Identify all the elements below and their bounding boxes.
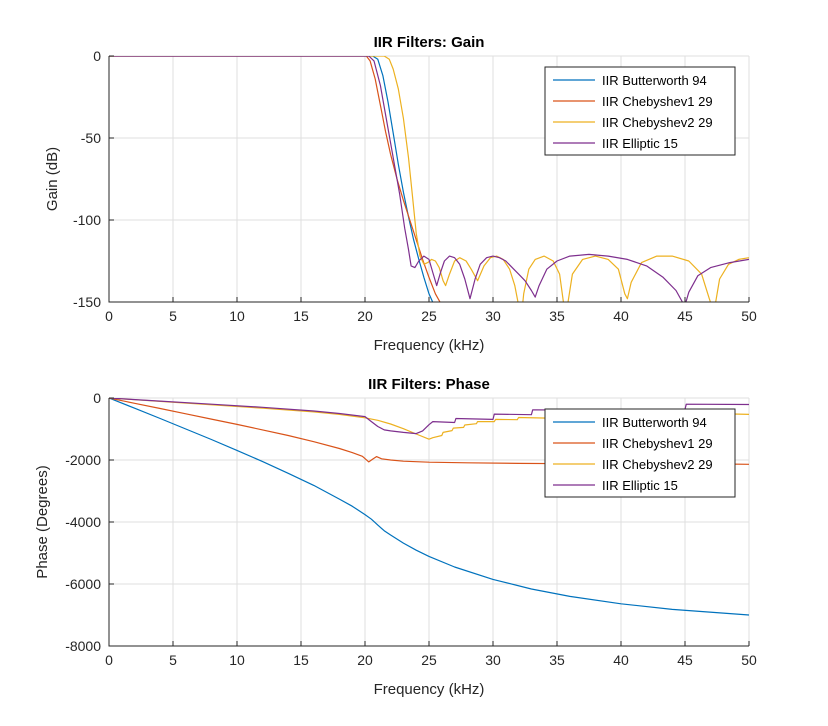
phase-y-tick-label: -2000 — [65, 452, 101, 468]
gain-series-line-3 — [109, 56, 749, 302]
phase-x-tick-label: 0 — [105, 652, 113, 668]
phase-legend: IIR Butterworth 94 IIR Chebyshev1 29 IIR C… — [544, 408, 736, 498]
gain-legend-box — [544, 66, 736, 156]
gain-x-tick-label: 0 — [105, 308, 113, 324]
phase-x-axis-label: Frequency (kHz) — [374, 681, 485, 698]
phase-chart-title: IIR Filters: Phase — [368, 376, 490, 393]
phase-series-line-1 — [109, 398, 749, 616]
gain-series-line-2 — [109, 56, 441, 302]
phase-legend-label: IIR Chebyshev1 29 — [602, 436, 713, 451]
phase-x-tick-label: 20 — [357, 652, 373, 668]
gain-axes: 0 5 10 15 20 25 30 35 40 45 50 0 -50 -100 -150 — [73, 48, 757, 324]
phase-y-axis-label: Phase (Degrees) — [34, 465, 51, 578]
gain-x-tick-label: 50 — [741, 308, 757, 324]
gain-y-tick-label: -150 — [73, 294, 101, 310]
gain-legend: IIR Butterworth 94 IIR Chebyshev1 29 IIR C… — [544, 66, 736, 156]
phase-x-tick-label: 10 — [229, 652, 245, 668]
phase-x-tick-label: 40 — [613, 652, 629, 668]
gain-series-line-1 — [109, 56, 434, 302]
gain-legend-label: IIR Chebyshev1 29 — [602, 94, 713, 109]
gain-series — [109, 56, 749, 302]
gain-x-tick-label: 40 — [613, 308, 629, 324]
gain-x-tick-label: 20 — [357, 308, 373, 324]
gain-x-tick-label: 25 — [421, 308, 437, 324]
phase-y-tick-label: 0 — [93, 390, 101, 406]
gain-x-tick-label: 45 — [677, 308, 693, 324]
gain-x-tick-label: 5 — [169, 308, 177, 324]
gain-x-tick-label: 30 — [485, 308, 501, 324]
phase-x-tick-label: 30 — [485, 652, 501, 668]
phase-x-tick-label: 15 — [293, 652, 309, 668]
gain-legend-label: IIR Elliptic 15 — [602, 136, 678, 151]
gain-legend-label: IIR Butterworth 94 — [602, 73, 707, 88]
phase-x-tick-label: 5 — [169, 652, 177, 668]
gain-x-axis-label: Frequency (kHz) — [374, 337, 485, 354]
gain-y-tick-label: 0 — [93, 48, 101, 64]
gain-y-tick-label: -50 — [81, 130, 101, 146]
phase-axes: 0 5 10 15 20 25 30 35 40 45 50 0 -2000 -4000 -6000 -800… — [65, 390, 757, 668]
phase-legend-box — [544, 408, 736, 498]
gain-x-tick-label: 35 — [549, 308, 565, 324]
phase-y-tick-label: -8000 — [65, 638, 101, 654]
phase-legend-label: IIR Chebyshev2 29 — [602, 457, 713, 472]
phase-x-tick-label: 35 — [549, 652, 565, 668]
phase-x-tick-label: 50 — [741, 652, 757, 668]
gain-legend-label: IIR Chebyshev2 29 — [602, 115, 713, 130]
phase-x-tick-label: 25 — [421, 652, 437, 668]
gain-y-tick-label: -100 — [73, 212, 101, 228]
gain-chart: IIR Filters: Gain 0 5 10 15 20 25 30 35 40 45 500-… — [44, 34, 757, 354]
phase-y-tick-label: -4000 — [65, 514, 101, 530]
phase-legend-label: IIR Butterworth 94 — [602, 415, 707, 430]
phase-x-tick-label: 45 — [677, 652, 693, 668]
phase-chart: IIR Filters: Phase 0 5 10 15 20 25 30 35 40 45 500… — [34, 376, 757, 698]
gain-series-line-4 — [109, 56, 749, 302]
phase-legend-label: IIR Elliptic 15 — [602, 478, 678, 493]
gain-y-axis-label: Gain (dB) — [44, 147, 61, 211]
gain-chart-title: IIR Filters: Gain — [374, 34, 485, 51]
gain-x-tick-label: 15 — [293, 308, 309, 324]
gain-x-tick-label: 10 — [229, 308, 245, 324]
phase-y-tick-label: -6000 — [65, 576, 101, 592]
